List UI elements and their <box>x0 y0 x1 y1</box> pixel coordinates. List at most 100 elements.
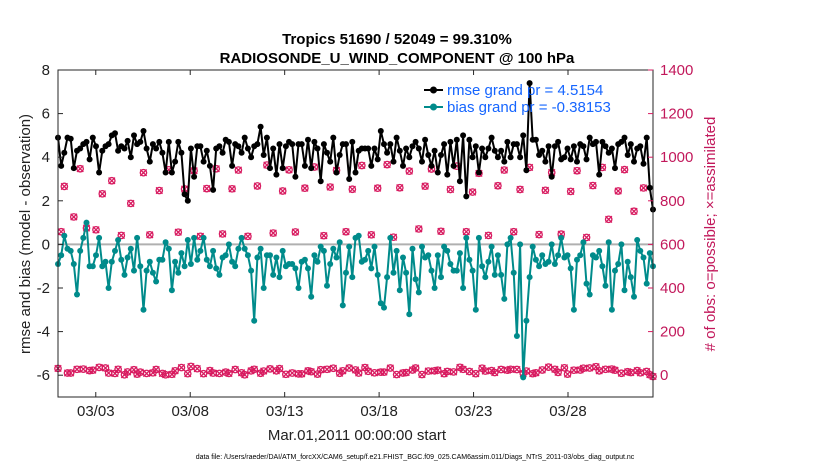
bias-point <box>301 256 308 263</box>
obs-circle <box>494 181 502 190</box>
bias-point <box>507 234 514 241</box>
obs-point <box>183 369 192 378</box>
bias-point <box>118 256 125 263</box>
bias-point <box>222 252 229 259</box>
obs-circle <box>630 207 638 216</box>
rmse-point <box>593 138 599 145</box>
chart-title: Tropics 51690 / 52049 = 99.310% <box>282 31 512 48</box>
bias-point <box>412 276 419 283</box>
rmse-point <box>419 158 425 165</box>
bias-point <box>558 234 565 241</box>
y-axis-right-ticks: 1400 1200 1000 800 600 400 200 0 <box>648 62 693 384</box>
bias-point <box>279 247 286 254</box>
rmse-point <box>488 134 495 141</box>
bias-point <box>308 293 315 300</box>
rmse-point <box>640 160 647 167</box>
x-tick-label: 03/03 <box>77 403 115 420</box>
rmse-point <box>219 149 226 156</box>
rmse-point <box>415 145 422 152</box>
rmse-point <box>352 169 359 176</box>
y-left-tick-label: 2 <box>42 193 50 210</box>
bias-point <box>621 287 628 294</box>
rmse-point <box>320 141 327 148</box>
bias-point <box>479 263 486 270</box>
rmse-point <box>311 138 318 145</box>
rmse-point <box>99 147 106 154</box>
obs-point <box>174 228 183 237</box>
bias-point <box>232 263 239 270</box>
rmse-point <box>564 145 571 152</box>
obs-circle <box>449 368 458 376</box>
bias-point <box>210 247 217 254</box>
rmse-point <box>453 136 460 143</box>
rmse-point <box>545 143 552 150</box>
obs-point <box>225 369 233 378</box>
bias-point <box>153 278 160 285</box>
bias-point <box>605 239 612 246</box>
obs-circle <box>582 233 591 242</box>
rmse-point <box>324 149 330 156</box>
rmse-point <box>206 162 213 169</box>
bias-point <box>314 258 321 265</box>
bias-point <box>387 234 394 241</box>
y-left-tick-label: -4 <box>37 324 50 341</box>
obs-circle <box>174 228 183 237</box>
obs-circle <box>566 187 575 196</box>
bias-point <box>396 287 403 294</box>
bias-point <box>248 267 255 274</box>
rmse-point <box>539 147 546 154</box>
obs-circle <box>357 161 366 170</box>
obs-point <box>414 225 423 233</box>
bias-point <box>377 300 384 307</box>
y-right-tick-label: 1400 <box>660 62 693 79</box>
obs-point <box>142 369 151 378</box>
rmse-point <box>621 134 628 141</box>
rmse-point <box>162 169 169 176</box>
rmse-point <box>343 141 349 148</box>
obs-point <box>541 186 550 195</box>
rmse-point <box>536 152 543 158</box>
obs-circle <box>76 164 85 173</box>
obs-point <box>193 364 202 373</box>
bias-point <box>336 239 343 246</box>
rmse-point <box>175 138 182 145</box>
obs-circle <box>516 185 524 194</box>
rmse-point <box>225 138 232 145</box>
bias-point <box>365 247 372 254</box>
bias-point <box>513 333 520 339</box>
bias-point <box>447 261 454 267</box>
obs-point <box>639 184 648 192</box>
obs-circle <box>421 182 429 191</box>
bias-point <box>593 254 599 261</box>
rmse-point <box>631 158 637 165</box>
obs-circle <box>329 364 338 373</box>
bias-point <box>149 269 156 276</box>
rmse-point <box>526 80 533 87</box>
rmse-point <box>390 158 397 165</box>
bias-point <box>631 293 637 300</box>
rmse-point <box>70 165 77 172</box>
obs-circle <box>212 164 221 173</box>
bias-point <box>235 245 242 252</box>
rmse-point <box>371 145 378 152</box>
rmse-point <box>580 143 587 150</box>
y-right-tick-label: 400 <box>660 280 685 297</box>
bias-point <box>355 232 362 239</box>
bias-point <box>80 234 87 241</box>
rmse-series <box>55 80 656 213</box>
bias-point <box>206 263 213 270</box>
rmse-point <box>479 145 486 152</box>
rmse-point <box>406 154 413 161</box>
obs-point <box>320 231 328 240</box>
bias-point <box>102 258 109 265</box>
rmse-point <box>77 145 84 152</box>
rmse-point <box>605 149 612 156</box>
bias-point <box>121 271 128 278</box>
rmse-point <box>542 158 549 165</box>
y-right-tick-label: 1200 <box>660 106 693 123</box>
bias-point <box>403 269 410 276</box>
rmse-point <box>646 184 653 191</box>
rmse-point <box>384 149 391 156</box>
rmse-point <box>374 156 381 163</box>
bias-point <box>238 234 245 241</box>
